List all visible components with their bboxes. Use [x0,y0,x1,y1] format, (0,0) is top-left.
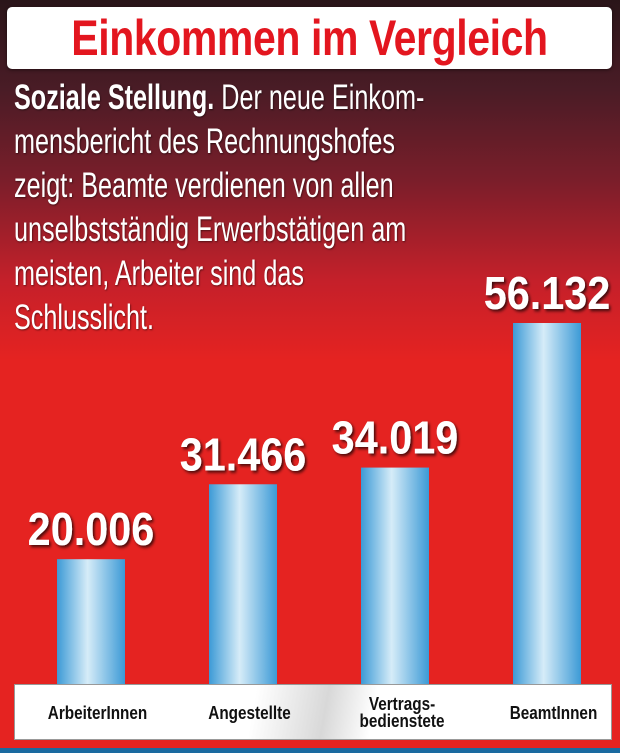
intro-line: zeigt: Beamte verdienen von allen [14,166,394,205]
intro-line: Schlusslicht. [14,298,155,337]
category-label: ArbeiterInnen [48,702,148,723]
bar [57,559,125,690]
intro-line: Der neue Einkom- [221,78,425,117]
intro-line: meisten, Arbeiter sind das [14,254,304,293]
bar [209,484,277,690]
bar [361,467,429,690]
intro-lead: Soziale Stellung. [14,78,215,117]
category-label-box: ArbeiterInnen Angestellte Vertrags- bedi… [14,684,612,740]
intro-text: Soziale Stellung. Der neue Einkom- mensb… [14,76,590,340]
value-label: 20.006 [28,504,155,556]
value-label: 56.132 [484,268,611,320]
bar [513,323,581,690]
intro-line: mensbericht des Rechnungshofes [14,122,396,161]
category-label: Angestellte [208,702,292,723]
intro-line: unselbstständig Erwerbstätigen am [14,210,407,249]
value-label: 34.019 [332,413,459,465]
chart-title: Einkommen im Vergleich [71,10,548,66]
bottom-strip [0,748,620,753]
category-label: BeamtInnen [510,702,598,723]
intro-line-1: Soziale Stellung. Der neue Einkom- [14,76,590,120]
value-label: 31.466 [180,429,307,481]
title-box: Einkommen im Vergleich [7,7,612,69]
category-label: Vertrags- bedienstete [359,694,445,731]
